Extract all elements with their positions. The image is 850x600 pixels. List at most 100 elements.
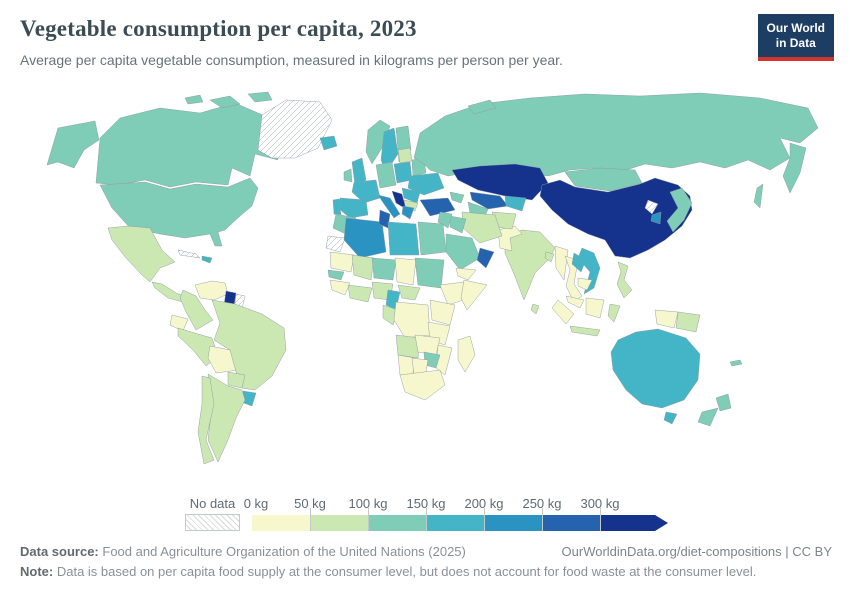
region-somalia[interactable]: Somalia: [460, 279, 488, 311]
region-turkey[interactable]: Turkey: [419, 197, 456, 217]
region-arctic1[interactable]: Canadian Arctic Islands: [184, 94, 204, 105]
region-southafrica[interactable]: South Africa: [399, 369, 446, 401]
legend-bin-2[interactable]: [368, 515, 426, 531]
region-chile[interactable]: Chile: [197, 375, 215, 465]
region-southkorea[interactable]: South Korea: [650, 211, 662, 225]
region-arctic2[interactable]: Canadian Arctic Islands: [209, 95, 241, 109]
owid-logo-line1: Our World: [766, 21, 825, 35]
legend-bin-6[interactable]: [600, 515, 655, 531]
region-nzsouth[interactable]: New Zealand (South Island): [697, 407, 719, 427]
region-niger[interactable]: Niger: [371, 257, 397, 281]
region-myanmar[interactable]: Myanmar: [554, 245, 569, 281]
region-zambia[interactable]: Zambia: [414, 334, 441, 356]
region-bolivia[interactable]: Bolivia: [207, 345, 239, 374]
region-italy[interactable]: Italy: [377, 194, 401, 219]
region-northkorea[interactable]: North Korea: [644, 199, 659, 215]
region-vietnam[interactable]: Vietnam: [577, 247, 601, 295]
region-java[interactable]: Indonesia (Java): [569, 325, 601, 337]
region-caucasus[interactable]: Caucasus: [449, 191, 465, 204]
region-chad[interactable]: Chad: [394, 257, 417, 286]
region-novaya[interactable]: Russia (Arctic islands): [467, 99, 497, 115]
data-source-text: Food and Agriculture Organization of the…: [102, 544, 466, 559]
region-hispaniola[interactable]: Dominican Republic: [201, 255, 213, 264]
owid-attribution-link[interactable]: OurWorldinData.org/diet-compositions | C…: [561, 544, 832, 559]
region-sakhalin[interactable]: Russia (Sakhalin): [753, 183, 764, 209]
region-uk[interactable]: United Kingdom: [351, 157, 367, 186]
region-australia[interactable]: Australia: [610, 328, 701, 409]
legend-bin-5[interactable]: [542, 515, 600, 531]
region-ivoryghana[interactable]: Côte d'Ivoire & Ghana: [347, 284, 373, 303]
legend-tick: [600, 508, 601, 531]
region-nznorth[interactable]: New Zealand (North Island): [715, 393, 732, 412]
region-paraguay[interactable]: Paraguay: [227, 371, 246, 389]
region-brazil[interactable]: Brazil: [211, 299, 287, 391]
region-tasmania[interactable]: Australia (Tasmania): [663, 411, 678, 425]
region-egypt[interactable]: Egypt: [417, 221, 447, 256]
region-tunisia[interactable]: Tunisia: [378, 209, 391, 229]
region-france[interactable]: France: [351, 179, 381, 204]
region-senegal[interactable]: Senegal: [327, 269, 345, 281]
region-angola[interactable]: Angola: [395, 334, 421, 359]
region-china[interactable]: China: [539, 177, 693, 259]
region-sumatra[interactable]: Indonesia (Sumatra): [551, 299, 575, 325]
region-uzbekistan[interactable]: Uzbekistan: [469, 191, 509, 210]
region-cambodia[interactable]: Cambodia: [577, 277, 593, 291]
owid-logo[interactable]: Our World in Data: [757, 14, 834, 61]
region-pakistan[interactable]: Pakistan: [497, 225, 523, 252]
data-source-label: Data source:: [20, 544, 99, 559]
legend-bin-4[interactable]: [484, 515, 542, 531]
region-wsahara[interactable]: Western Sahara: [325, 235, 346, 253]
region-libya[interactable]: Libya: [387, 221, 420, 256]
region-westpapua[interactable]: Indonesia (Papua): [654, 309, 679, 329]
region-kamchatka[interactable]: Russia (Far East): [782, 142, 807, 194]
region-borneo[interactable]: Borneo: [585, 297, 605, 319]
region-car[interactable]: Central African Republic: [397, 284, 421, 301]
region-ireland[interactable]: Ireland: [343, 168, 353, 183]
note-line: Note: Data is based on per capita food s…: [20, 564, 832, 579]
region-norway[interactable]: Norway: [365, 119, 391, 165]
region-saudi[interactable]: Saudi Arabia: [445, 233, 481, 271]
region-bangladesh[interactable]: Bangladesh: [544, 251, 555, 263]
region-srilanka[interactable]: Sri Lanka: [530, 303, 540, 315]
region-arctic3[interactable]: Canadian Arctic Islands: [247, 91, 273, 103]
region-japan[interactable]: Japan: [666, 187, 693, 233]
legend-bin-0[interactable]: [252, 515, 310, 531]
region-sudan[interactable]: Sudan: [414, 257, 445, 289]
region-mali[interactable]: Mali: [351, 254, 375, 281]
region-png[interactable]: Papua New Guinea: [675, 311, 701, 333]
region-india[interactable]: India: [504, 229, 556, 301]
legend-tick: [542, 508, 543, 531]
region-baltics[interactable]: Baltic states: [397, 147, 413, 164]
legend-no-data[interactable]: No data: [185, 496, 240, 531]
region-fiji[interactable]: Pacific islands: [729, 359, 743, 367]
region-mauritania[interactable]: Mauritania: [329, 251, 355, 273]
region-madagascar[interactable]: Madagascar: [457, 335, 476, 373]
region-mexico[interactable]: Mexico: [107, 225, 176, 283]
region-philippines[interactable]: Philippines: [616, 261, 633, 299]
region-colombia[interactable]: Colombia: [179, 289, 214, 331]
legend-bin-1[interactable]: [310, 515, 368, 531]
region-oman[interactable]: Oman: [476, 247, 495, 269]
no-data-swatch: [185, 514, 240, 531]
region-venezuela[interactable]: Venezuela: [194, 280, 229, 301]
legend-bin-3[interactable]: [426, 515, 484, 531]
region-kazakhstan[interactable]: Kazakhstan: [451, 163, 549, 201]
region-iceland[interactable]: Iceland: [319, 135, 338, 151]
region-spain[interactable]: Spain: [337, 197, 369, 219]
region-alaska[interactable]: United States (Alaska): [46, 120, 100, 169]
region-cuba[interactable]: Cuba: [177, 249, 201, 259]
region-yemen[interactable]: Yemen: [455, 267, 477, 281]
region-malaysia[interactable]: Malaysia: [565, 295, 585, 309]
region-kyrgyztajik[interactable]: Kyrgyzstan & Tajikistan: [504, 195, 527, 212]
region-ukraine[interactable]: Ukraine: [407, 172, 445, 196]
region-greenland[interactable]: Greenland: [257, 99, 333, 159]
region-greece[interactable]: Greece: [401, 205, 415, 220]
region-sulawesi[interactable]: Indonesia (Sulawesi): [607, 303, 621, 323]
region-ugandakenya[interactable]: Uganda & Kenya: [429, 299, 456, 326]
region-iraq[interactable]: Iraq: [449, 215, 467, 234]
region-germany[interactable]: Germany & Central Europe: [375, 161, 397, 189]
region-algeria[interactable]: Algeria: [343, 217, 387, 259]
region-guinea[interactable]: Guinea region: [329, 279, 351, 296]
legend-tick: [426, 508, 427, 531]
region-drc[interactable]: Democratic Republic of Congo: [393, 301, 431, 339]
